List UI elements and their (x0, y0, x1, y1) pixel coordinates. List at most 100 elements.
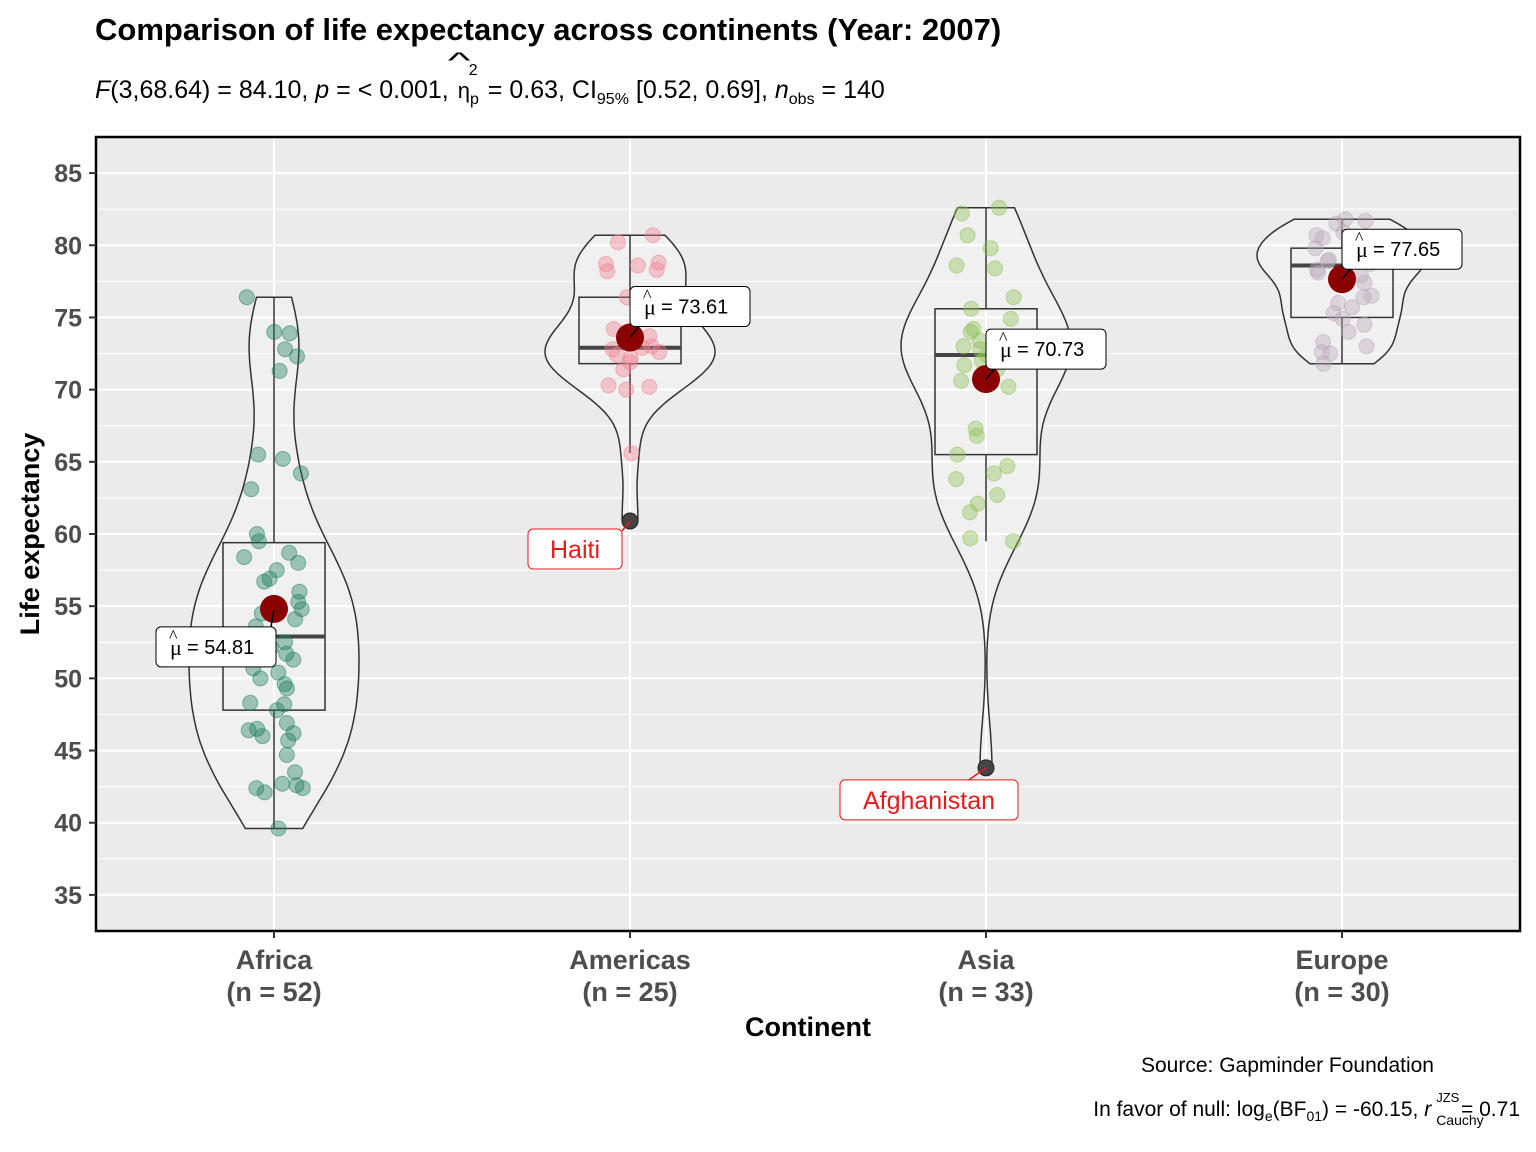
x-tick-n-label: (n = 33) (938, 977, 1033, 1007)
data-point (949, 446, 966, 463)
data-point (289, 348, 305, 365)
data-point (270, 820, 287, 837)
data-point (1334, 310, 1351, 327)
data-point (276, 676, 293, 693)
ci-subscript: 95% (596, 91, 629, 108)
data-point (1340, 323, 1357, 340)
data-point (248, 780, 265, 797)
mean-label-hat: ^ (643, 286, 652, 306)
data-point (645, 227, 661, 244)
data-point (1307, 240, 1324, 257)
data-point (963, 300, 980, 317)
mean-label-box (629, 286, 751, 328)
mean-label-value: = 77.65 (1373, 239, 1440, 261)
data-point (271, 362, 288, 379)
data-point (278, 680, 295, 697)
outlier-label-box (527, 528, 623, 570)
data-point (1337, 211, 1354, 228)
chart-subtitle: F(3,68.64) = 84.10, p = < 0.001, ^ ηp 2 = … (95, 48, 885, 109)
bf-label: (BF (1272, 1098, 1307, 1121)
mean-label-mu: μ (1000, 337, 1012, 362)
data-point (252, 670, 269, 687)
y-tick-label: 35 (54, 882, 82, 910)
data-point (968, 427, 985, 444)
data-point (285, 651, 302, 668)
x-tick-n-label: (n = 52) (226, 977, 321, 1007)
n-subscript: obs (788, 91, 815, 108)
p-value: = < 0.001, (329, 76, 456, 104)
data-point (1310, 264, 1327, 281)
data-point (610, 234, 626, 251)
data-point (281, 325, 298, 342)
data-point (290, 593, 307, 610)
data-point (291, 583, 308, 600)
chart-title: Comparison of life expectancy across con… (95, 12, 1002, 47)
data-point (1315, 334, 1332, 350)
mean-label-box (155, 626, 277, 668)
data-point (294, 780, 311, 797)
y-tick-label: 45 (54, 738, 82, 766)
eta-value: = 0.63, CI (480, 76, 597, 104)
y-tick-label: 65 (54, 449, 82, 477)
box-asia (934, 308, 1038, 456)
data-point (1363, 287, 1380, 304)
outlier-label: Haiti (550, 536, 600, 564)
mean-label-value: = 54.81 (187, 637, 254, 659)
data-point (277, 341, 294, 358)
data-point (274, 450, 291, 467)
data-point (1356, 274, 1373, 291)
data-point (250, 533, 267, 550)
data-point (238, 289, 255, 306)
box-africa (222, 541, 326, 711)
data-point (955, 338, 972, 355)
data-point (1358, 338, 1375, 355)
data-point (250, 446, 267, 463)
data-point (959, 227, 976, 244)
outlier-label-box (839, 779, 1019, 821)
r-letter: r (1424, 1098, 1432, 1121)
outlier-label-leader (621, 520, 631, 532)
data-point (948, 471, 965, 488)
ci-value: [0.52, 0.69], (628, 76, 775, 104)
x-tick-n-label: (n = 30) (1294, 977, 1389, 1007)
data-point (236, 549, 253, 566)
f-statistic: (3,68.64) = 84.10, (110, 76, 316, 104)
data-point (962, 530, 979, 547)
mean-label-box (1341, 228, 1463, 270)
data-point (277, 634, 294, 651)
eta-sub: p (469, 91, 479, 108)
data-point (991, 199, 1008, 216)
data-point (618, 381, 635, 398)
data-point (242, 694, 259, 711)
mean-label-box (985, 328, 1107, 370)
data-point (609, 347, 625, 363)
data-point (281, 544, 298, 561)
f-symbol: F (95, 76, 111, 104)
outlier-label: Afghanistan (863, 787, 995, 815)
data-point (1002, 310, 1019, 327)
y-tick-label: 60 (54, 521, 82, 549)
x-tick-label: Asia (957, 945, 1015, 975)
mean-label-value: = 73.61 (661, 297, 728, 319)
bayes-factor-caption: In favor of null: loge(BF01) = -60.15, r… (1093, 1090, 1520, 1128)
mean-label-hat: ^ (1355, 228, 1364, 248)
y-tick-label: 85 (54, 160, 82, 188)
mean-label-mu: μ (170, 635, 182, 660)
y-axis-title: Life expectancy (15, 433, 45, 636)
data-point (290, 554, 307, 571)
data-point (956, 357, 973, 374)
data-point (1315, 355, 1332, 372)
data-point (648, 261, 665, 278)
data-point (987, 260, 1003, 277)
data-point (1005, 289, 1022, 306)
y-tick-label: 55 (54, 593, 82, 621)
data-point (287, 611, 304, 628)
data-point (623, 445, 640, 462)
data-point (1320, 251, 1337, 268)
data-point (651, 344, 668, 361)
r-superscript: JZS (1436, 1090, 1460, 1105)
eta-sup: 2 (468, 62, 478, 79)
data-point (256, 573, 273, 590)
data-point (961, 504, 978, 521)
data-point (989, 487, 1006, 503)
